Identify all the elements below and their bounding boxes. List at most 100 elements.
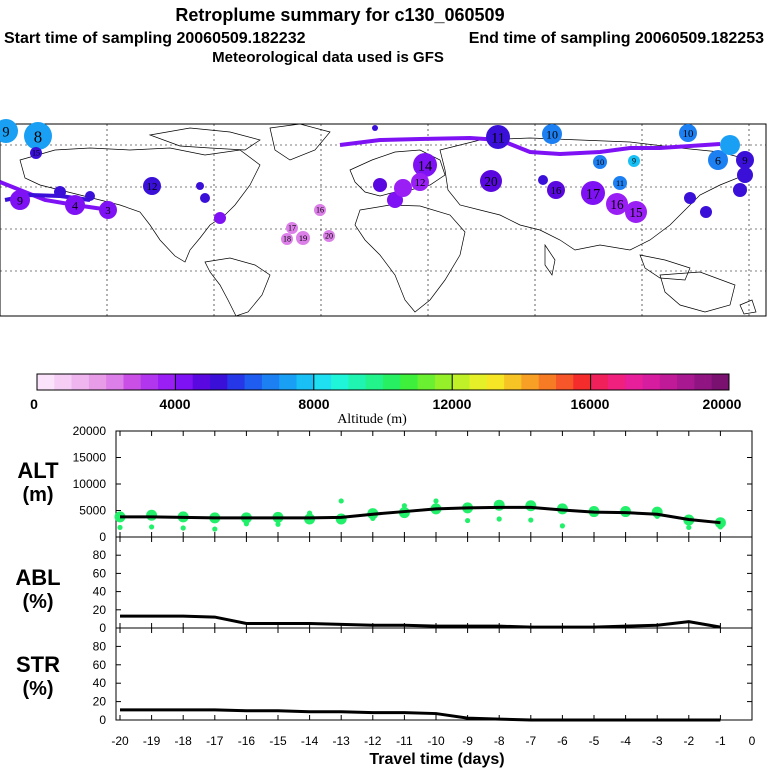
time-series-panels: ALT (m) ABL (%) STR (%) 2000015000100005… bbox=[15, 424, 755, 768]
x-axis-label: Travel time (days) bbox=[369, 751, 504, 768]
alt-point-minor bbox=[433, 498, 439, 504]
plume-dot bbox=[373, 178, 387, 192]
plume-day-label: 18 bbox=[283, 235, 291, 244]
plume-circle bbox=[281, 233, 293, 245]
plume-day-label: 19 bbox=[299, 234, 307, 243]
plume-circle bbox=[547, 181, 565, 199]
plume-marker: 10 bbox=[679, 124, 697, 142]
plume-circle bbox=[323, 230, 335, 242]
colorbar-swatch bbox=[607, 374, 626, 390]
colorbar-swatch bbox=[677, 374, 695, 390]
alt-point-minor bbox=[307, 510, 313, 516]
colorbar-swatch bbox=[140, 374, 159, 390]
plume-marker: 8 bbox=[24, 122, 52, 150]
plume-marker: 11 bbox=[486, 125, 510, 149]
plume-dot bbox=[372, 125, 378, 131]
colorbar-tick-1: 4000 bbox=[159, 396, 190, 412]
colorbar-swatch bbox=[642, 374, 661, 390]
plume-day-label: 20 bbox=[325, 232, 333, 241]
xtick-label: -6 bbox=[557, 734, 568, 748]
plume-circle bbox=[296, 231, 310, 245]
xtick-label: -14 bbox=[301, 734, 319, 748]
plume-circle bbox=[613, 176, 627, 190]
plume-marker: 4 bbox=[65, 195, 85, 215]
alt-point-minor bbox=[465, 517, 471, 524]
xtick-label: -16 bbox=[238, 734, 256, 748]
str-line bbox=[120, 708, 721, 722]
xtick-label: -7 bbox=[525, 734, 536, 748]
ytick-label: 10000 bbox=[73, 477, 107, 491]
plume-marker: 16 bbox=[547, 181, 565, 199]
colorbar-swatch bbox=[244, 374, 263, 390]
ytick-label: 15000 bbox=[73, 451, 107, 465]
alt-point-minor bbox=[243, 521, 249, 527]
plume-day-label: 16 bbox=[551, 185, 562, 197]
xtick-label: 0 bbox=[749, 734, 756, 748]
colorbar-swatch bbox=[452, 374, 470, 390]
plume-marker: 14 bbox=[413, 153, 437, 177]
plume-marker: 3 bbox=[99, 201, 117, 219]
alt-point-minor bbox=[338, 498, 344, 504]
plume-marker: 16 bbox=[606, 193, 628, 215]
plume-day-label: 9 bbox=[2, 124, 9, 140]
plume-markers: 9 8 15 9 4 3 11 10 10 10 9 14 20 12 16 17 16 15 6 9 17 18 19 20… bbox=[0, 119, 754, 245]
plume-circle bbox=[413, 153, 437, 177]
plume-day-label: 20 bbox=[484, 174, 498, 189]
plume-dot bbox=[737, 167, 753, 183]
plume-day-label: 10 bbox=[596, 158, 604, 167]
xtick-label: -4 bbox=[620, 734, 631, 748]
xtick-label: -5 bbox=[589, 734, 600, 748]
plume-circle bbox=[286, 222, 298, 234]
plume-circle bbox=[10, 190, 30, 210]
plume-marker: 12 bbox=[143, 177, 161, 195]
alt-panel-unit: (m) bbox=[22, 484, 53, 506]
colorbar-swatch bbox=[54, 374, 73, 390]
plume-circle bbox=[679, 124, 697, 142]
plume-day-label: 15 bbox=[32, 149, 40, 158]
plume-dot bbox=[394, 179, 412, 197]
colorbar-swatch bbox=[486, 374, 505, 390]
plume-dot bbox=[733, 183, 747, 197]
xtick-label: -12 bbox=[364, 734, 382, 748]
colorbar-swatch bbox=[158, 374, 176, 390]
ytick-label: 5000 bbox=[79, 504, 106, 518]
world-map: 9 8 15 9 4 3 11 10 10 10 9 14 20 12 16 17 16 15 6 9 17 18 19 20… bbox=[0, 119, 767, 317]
ytick-label: 0 bbox=[99, 713, 106, 727]
xtick-label: -18 bbox=[175, 734, 193, 748]
plume-circle bbox=[486, 125, 510, 149]
plume-marker: 16 bbox=[314, 204, 326, 216]
colorbar-swatch bbox=[192, 374, 211, 390]
xtick-label: -17 bbox=[206, 734, 224, 748]
plume-dot bbox=[684, 192, 696, 204]
xtick-label: -9 bbox=[462, 734, 473, 748]
ytick-label: 80 bbox=[93, 548, 107, 562]
ytick-label: 40 bbox=[93, 676, 107, 690]
colorbar-swatch bbox=[331, 374, 349, 390]
plume-marker: 9 bbox=[628, 155, 640, 167]
colorbar-swatch bbox=[106, 374, 124, 390]
colorbar-swatch bbox=[383, 374, 401, 390]
colorbar-swatch bbox=[504, 374, 522, 390]
ytick-label: 20000 bbox=[73, 424, 107, 438]
ytick-label: 40 bbox=[93, 585, 107, 599]
alt-point bbox=[525, 500, 537, 512]
colorbar-swatch bbox=[37, 374, 55, 390]
xtick-label: -15 bbox=[269, 734, 287, 748]
alt-point-minor bbox=[117, 524, 123, 531]
str-panel-unit: (%) bbox=[22, 678, 53, 700]
plume-circle bbox=[411, 173, 429, 191]
alt-point bbox=[335, 513, 347, 525]
plume-circle bbox=[625, 201, 647, 223]
alt-scatter-points bbox=[114, 498, 726, 532]
colorbar-swatch bbox=[313, 374, 332, 390]
plume-day-label: 8 bbox=[34, 127, 42, 146]
plume-marker: 10 bbox=[593, 155, 607, 169]
alt-point-minor bbox=[370, 515, 376, 522]
colorbar-swatch bbox=[711, 374, 730, 390]
panel-ticks bbox=[116, 430, 753, 721]
plume-dot bbox=[85, 191, 95, 201]
plume-circle bbox=[480, 170, 502, 192]
alt-panel-label: ALT bbox=[17, 458, 59, 483]
colorbar-swatch bbox=[261, 374, 280, 390]
